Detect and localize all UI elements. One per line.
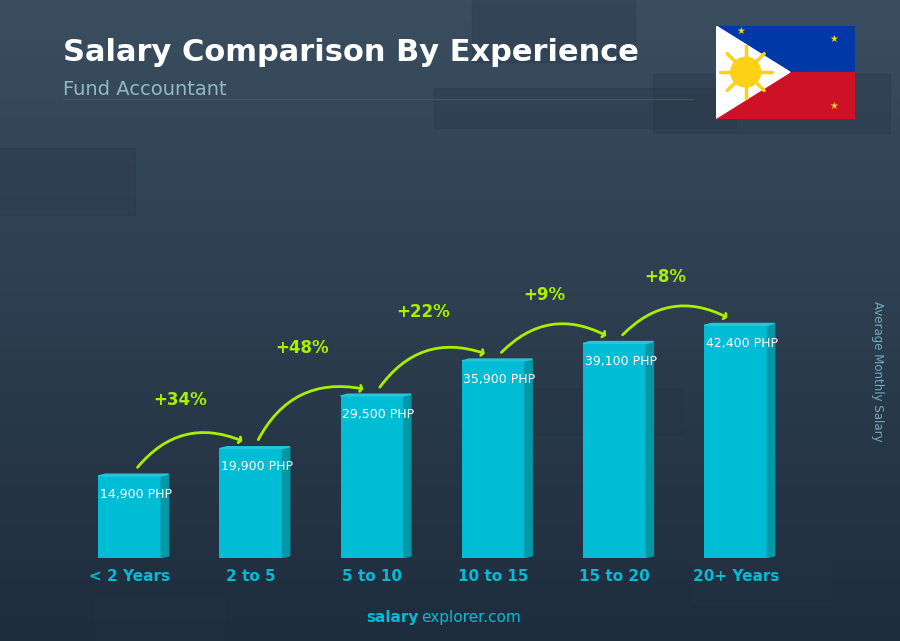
Text: 39,100 PHP: 39,100 PHP [585, 355, 657, 368]
Polygon shape [525, 359, 532, 558]
Circle shape [731, 57, 760, 87]
Bar [462, 361, 525, 558]
Bar [220, 449, 283, 558]
Bar [705, 326, 768, 558]
Text: +22%: +22% [396, 303, 450, 321]
Polygon shape [161, 474, 168, 558]
Text: ★: ★ [830, 101, 839, 111]
Polygon shape [220, 447, 290, 449]
Polygon shape [705, 324, 775, 326]
Text: Salary Comparison By Experience: Salary Comparison By Experience [63, 38, 639, 67]
Text: 35,900 PHP: 35,900 PHP [464, 372, 536, 385]
Bar [583, 344, 646, 558]
Bar [160, 158, 306, 260]
Text: +8%: +8% [644, 268, 687, 286]
Text: 42,400 PHP: 42,400 PHP [706, 337, 778, 350]
Text: 14,900 PHP: 14,900 PHP [100, 488, 172, 501]
Text: explorer.com: explorer.com [421, 610, 521, 625]
Text: ★: ★ [830, 33, 839, 44]
Bar [716, 72, 855, 119]
Polygon shape [283, 447, 290, 558]
Bar [0, 192, 231, 226]
Text: Fund Accountant: Fund Accountant [63, 80, 227, 99]
Polygon shape [768, 324, 775, 558]
Text: +34%: +34% [154, 391, 208, 409]
Polygon shape [462, 359, 532, 361]
Bar [98, 476, 161, 558]
Text: 29,500 PHP: 29,500 PHP [342, 408, 414, 420]
Polygon shape [340, 394, 411, 396]
Bar [86, 63, 245, 187]
Bar [716, 26, 855, 72]
Text: +9%: +9% [523, 286, 565, 304]
Bar [403, 155, 698, 203]
Text: 19,900 PHP: 19,900 PHP [221, 460, 293, 473]
Text: +48%: +48% [275, 338, 328, 356]
Text: Average Monthly Salary: Average Monthly Salary [871, 301, 884, 442]
Text: ★: ★ [737, 26, 745, 37]
Polygon shape [98, 474, 168, 476]
Polygon shape [646, 342, 653, 558]
Bar [0, 13, 122, 74]
Bar [381, 587, 628, 637]
Text: salary: salary [366, 610, 418, 625]
Bar [416, 362, 601, 400]
Bar [575, 81, 768, 124]
Polygon shape [583, 342, 653, 344]
Polygon shape [404, 394, 411, 558]
Bar [340, 396, 404, 558]
Polygon shape [716, 26, 790, 119]
